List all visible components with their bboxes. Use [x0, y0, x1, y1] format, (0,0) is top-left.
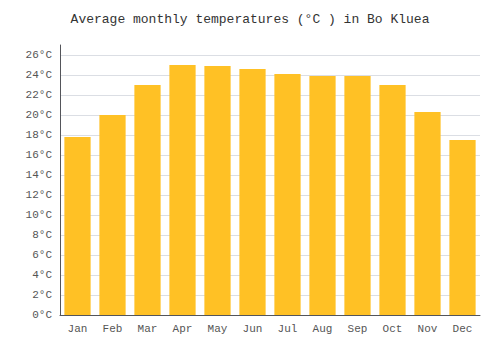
svg-text:8°C: 8°C	[32, 229, 52, 241]
svg-text:Aug: Aug	[313, 323, 333, 335]
svg-text:24°C: 24°C	[26, 69, 53, 81]
svg-text:Dec: Dec	[453, 323, 473, 335]
svg-text:Average monthly temperatures (: Average monthly temperatures (°C ) in Bo…	[71, 12, 430, 27]
svg-text:6°C: 6°C	[32, 249, 52, 261]
svg-text:Oct: Oct	[383, 323, 403, 335]
svg-text:0°C: 0°C	[32, 309, 52, 321]
svg-text:Jul: Jul	[278, 323, 298, 335]
svg-text:20°C: 20°C	[26, 109, 53, 121]
svg-text:10°C: 10°C	[26, 209, 53, 221]
svg-text:18°C: 18°C	[26, 129, 53, 141]
svg-text:2°C: 2°C	[32, 289, 52, 301]
svg-text:16°C: 16°C	[26, 149, 53, 161]
svg-text:Feb: Feb	[103, 323, 123, 335]
svg-text:26°C: 26°C	[26, 49, 53, 61]
svg-text:Nov: Nov	[418, 323, 438, 335]
svg-text:Apr: Apr	[173, 323, 193, 335]
svg-text:Sep: Sep	[348, 323, 368, 335]
svg-text:14°C: 14°C	[26, 169, 53, 181]
svg-text:Jan: Jan	[68, 323, 88, 335]
svg-text:Jun: Jun	[243, 323, 263, 335]
svg-text:Mar: Mar	[138, 323, 158, 335]
svg-text:12°C: 12°C	[26, 189, 53, 201]
svg-text:22°C: 22°C	[26, 89, 53, 101]
svg-text:4°C: 4°C	[32, 269, 52, 281]
svg-text:May: May	[208, 323, 228, 335]
